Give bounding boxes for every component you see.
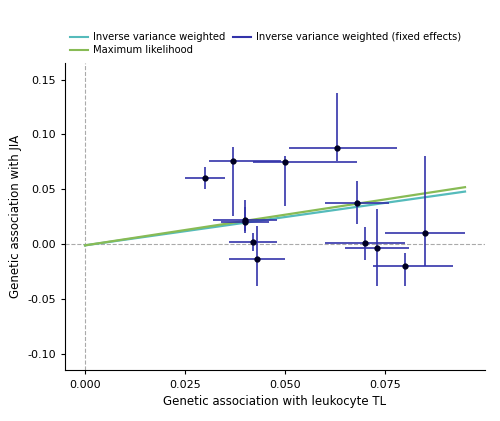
Legend: Inverse variance weighted, Maximum likelihood, Inverse variance weighted (fixed : Inverse variance weighted, Maximum likel… (70, 32, 462, 55)
Y-axis label: Genetic association with JIA: Genetic association with JIA (9, 135, 22, 298)
X-axis label: Genetic association with leukocyte TL: Genetic association with leukocyte TL (164, 395, 386, 408)
